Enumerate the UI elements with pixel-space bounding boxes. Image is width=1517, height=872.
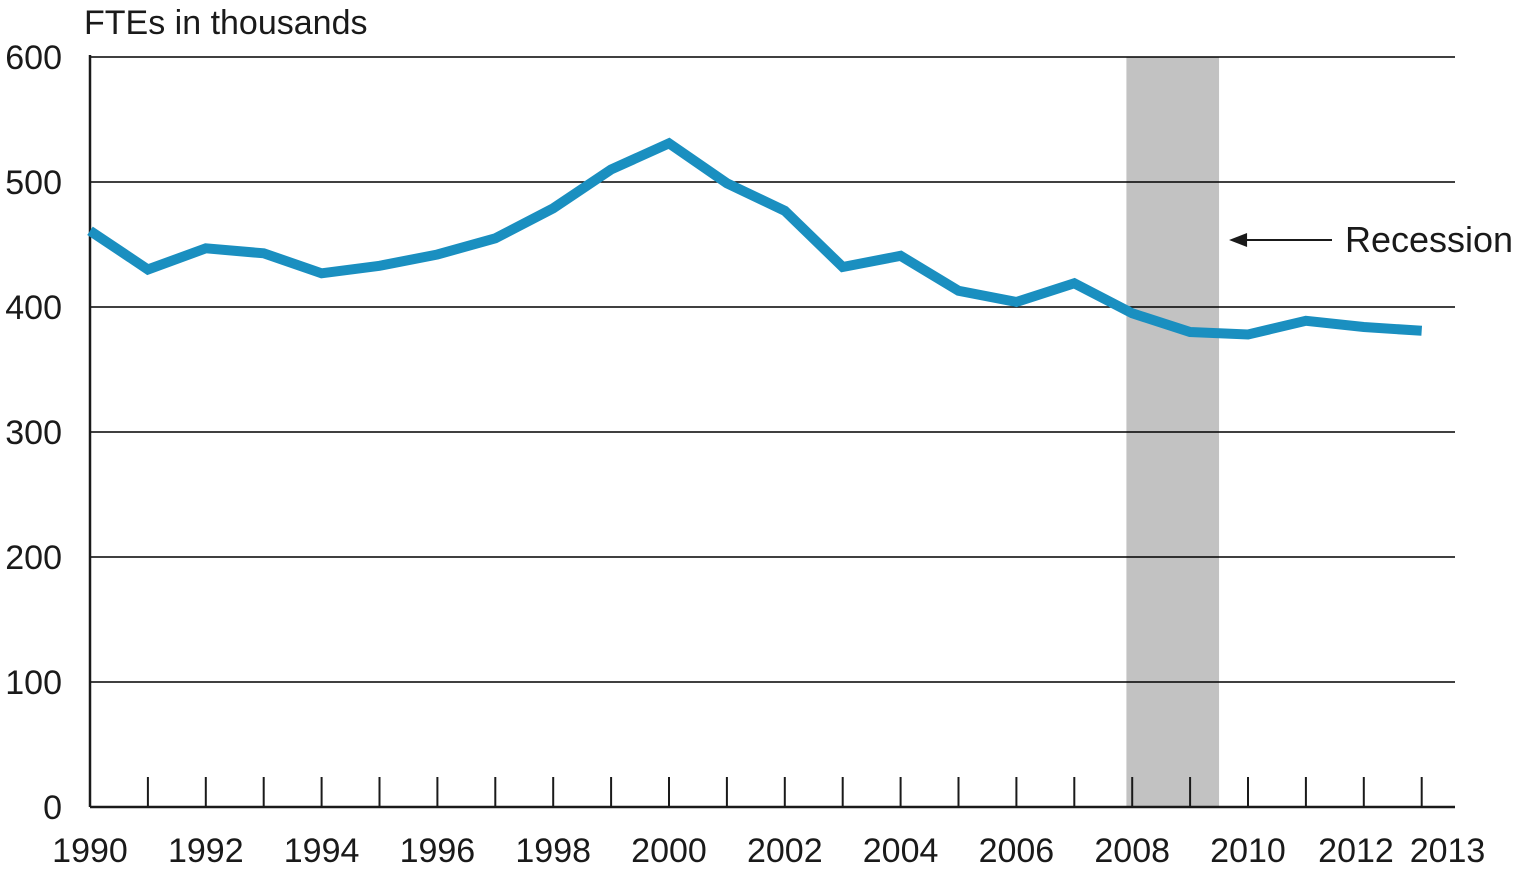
data-point-2013 <box>1421 330 1422 331</box>
data-point-1996 <box>437 254 438 255</box>
data-point-2012 <box>1363 327 1364 328</box>
y-axis-title: FTEs in thousands <box>84 4 367 42</box>
series-line <box>87 137 1423 340</box>
x-tick-label-2012: 2012 <box>1318 832 1394 870</box>
y-tick-labels: 0 100 200 300 400 500 600 <box>5 39 62 827</box>
x-tick-label-2010: 2010 <box>1210 832 1286 870</box>
data-point-2004 <box>900 255 901 256</box>
x-tick-label-2004: 2004 <box>863 832 939 870</box>
data-point-1995 <box>379 265 380 266</box>
data-point-2002 <box>784 210 785 211</box>
data-point-1993 <box>263 253 264 254</box>
x-tick-label-1990: 1990 <box>52 832 128 870</box>
data-point-1990 <box>90 230 91 231</box>
data-point-1991 <box>147 269 148 270</box>
y-tick-label-0: 0 <box>43 789 62 827</box>
data-point-2009 <box>1190 332 1191 333</box>
y-tick-label-100: 100 <box>5 664 62 702</box>
data-points <box>90 143 1423 335</box>
data-point-2001 <box>726 183 727 184</box>
grid-lines <box>90 56 1455 683</box>
y-tick-label-400: 400 <box>5 289 62 327</box>
data-point-1997 <box>495 238 496 239</box>
x-tick-label-2000: 2000 <box>631 832 707 870</box>
x-tick-label-2008: 2008 <box>1094 832 1170 870</box>
x-tick-label-1998: 1998 <box>515 832 591 870</box>
x-tick-label-1996: 1996 <box>400 832 476 870</box>
data-point-1992 <box>205 248 206 249</box>
y-tick-label-300: 300 <box>5 414 62 452</box>
x-tick-label-2002: 2002 <box>747 832 823 870</box>
data-point-2008 <box>1132 313 1133 314</box>
y-tick-label-500: 500 <box>5 164 62 202</box>
data-point-1999 <box>611 169 612 170</box>
data-point-2003 <box>842 267 843 268</box>
x-tick-label-1992: 1992 <box>168 832 244 870</box>
y-tick-label-600: 600 <box>5 39 62 77</box>
data-point-2007 <box>1074 283 1075 284</box>
x-tick-label-2013: 2013 <box>1410 832 1486 870</box>
data-point-2011 <box>1305 320 1306 321</box>
recession-annotation: Recession <box>1229 219 1513 260</box>
y-tick-label-200: 200 <box>5 539 62 577</box>
data-point-1994 <box>321 273 322 274</box>
x-tick-label-1994: 1994 <box>284 832 360 870</box>
data-point-2010 <box>1248 334 1249 335</box>
data-point-1998 <box>553 208 554 209</box>
x-ticks: 1990 1992 1994 1996 1998 2000 2002 2004 2006 2008… <box>52 777 1485 870</box>
data-point-2005 <box>958 290 959 291</box>
arrow-left-icon <box>1229 233 1248 247</box>
data-point-2000 <box>669 143 670 144</box>
x-tick-label-2006: 2006 <box>979 832 1055 870</box>
recession-label: Recession <box>1345 219 1513 260</box>
data-point-2006 <box>1016 302 1017 303</box>
